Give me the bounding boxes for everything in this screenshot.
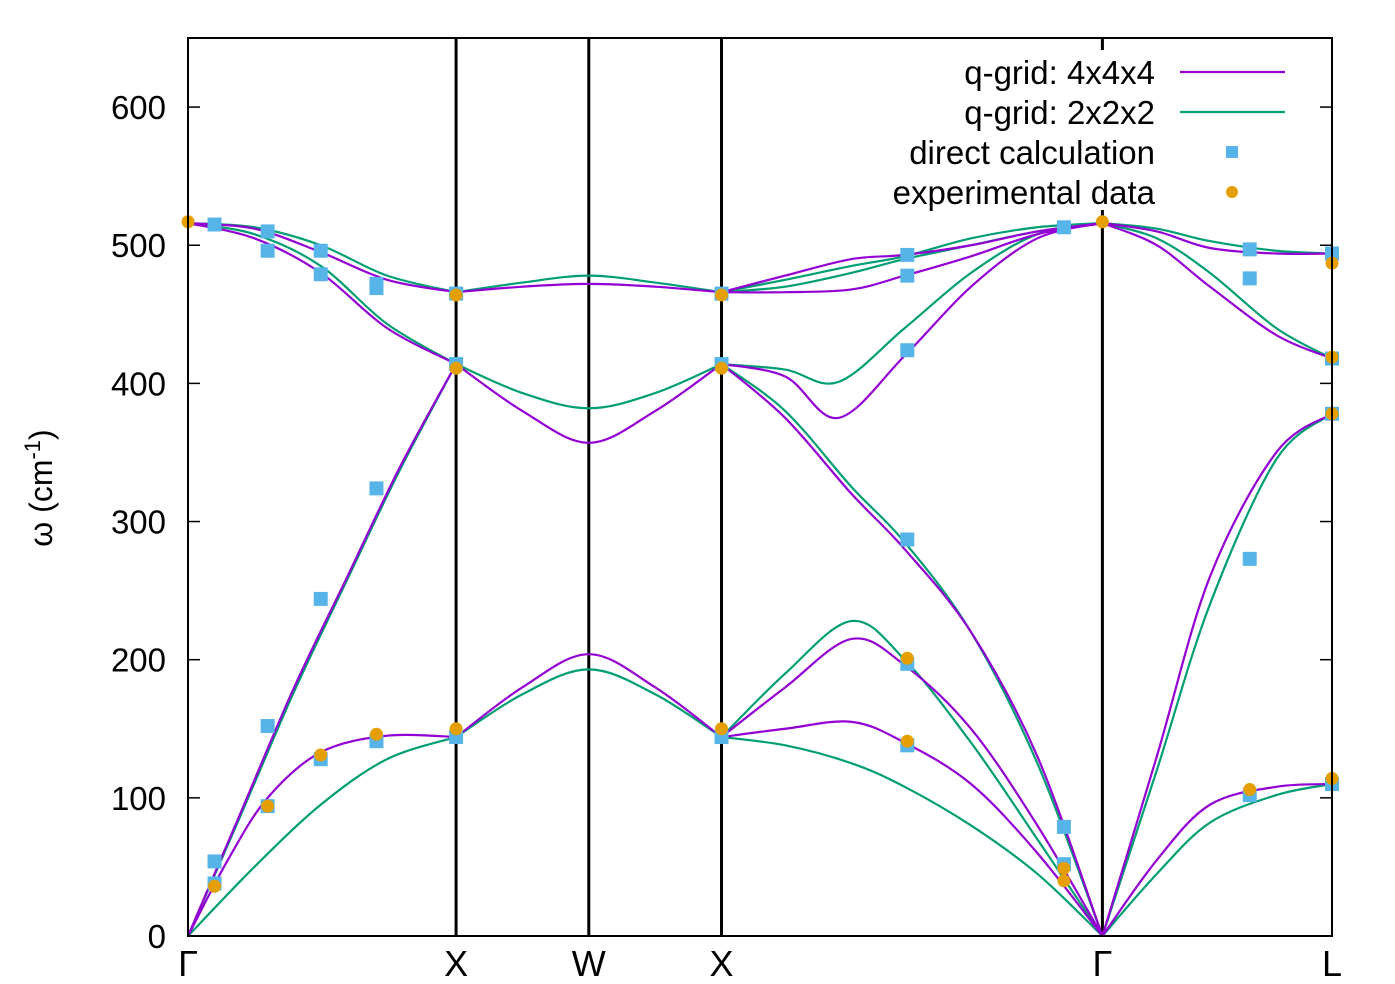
direct-calculation-point <box>313 267 328 282</box>
x-tick-label: L <box>1322 943 1342 984</box>
legend-label: q-grid: 2x2x2 <box>964 94 1155 131</box>
series-branch-q-grid-4x4x4 <box>188 363 458 936</box>
experimental-data-point <box>715 361 729 375</box>
series-branch-q-grid-2x2x2 <box>1101 412 1332 936</box>
series-branch-q-grid-2x2x2 <box>721 735 1104 936</box>
series-branch-q-grid-4x4x4 <box>720 363 1104 936</box>
experimental-data-point <box>900 651 914 665</box>
series-branch-q-grid-4x4x4 <box>1101 782 1332 936</box>
y-axis: 0 100 200 300 400 500 600 <box>111 89 1332 955</box>
x-tick-label: W <box>572 943 606 984</box>
series-branch-q-grid-4x4x4 <box>188 733 457 936</box>
y-tick-label: 100 <box>111 780 166 817</box>
legend-label: q-grid: 4x4x4 <box>964 54 1155 91</box>
series-branch-q-grid-2x2x2 <box>188 736 457 936</box>
experimental-data-point <box>449 288 463 302</box>
x-tick-label: Γ <box>1092 943 1112 984</box>
x-tick-label: X <box>444 943 468 984</box>
experimental-data-point <box>715 722 729 736</box>
direct-calculation-point <box>369 281 384 296</box>
direct-calculation-point <box>313 591 328 606</box>
series-branch-q-grid-2x2x2 <box>455 363 722 410</box>
series-branch-q-grid-2x2x2 <box>721 222 1103 385</box>
series-branch-q-grid-4x4x4 <box>721 720 1104 936</box>
experimental-data-point <box>1095 215 1109 229</box>
direct-calculation-point <box>1056 819 1071 834</box>
series-branch-q-grid-4x4x4 <box>455 363 723 444</box>
direct-calculation-point <box>260 243 275 258</box>
direct-calculation-point <box>1056 220 1071 235</box>
direct-calculation-point <box>900 268 915 283</box>
series-branch-q-grid-2x2x2 <box>720 363 1104 936</box>
experimental-data-point <box>369 727 383 741</box>
experimental-data-point <box>900 734 914 748</box>
direct-calculation-point <box>900 343 915 358</box>
y-axis-label-superscript: -1 <box>20 440 45 460</box>
experimental-data-point <box>208 879 222 893</box>
y-axis-label-main: ω (cm <box>23 460 59 547</box>
series-branch-q-grid-2x2x2 <box>455 274 722 294</box>
series-branch-q-grid-4x4x4 <box>1101 222 1332 360</box>
legend-circle-swatch <box>1226 186 1238 198</box>
experimental-data-point <box>449 722 463 736</box>
series-branch-q-grid-2x2x2 <box>1102 222 1332 360</box>
direct-calculation-point <box>900 532 915 547</box>
experimental-data-point <box>1243 783 1257 797</box>
legend-background <box>840 50 1300 210</box>
y-tick-label: 500 <box>111 227 166 264</box>
direct-calculation-point <box>260 719 275 734</box>
y-tick-label: 400 <box>111 365 166 402</box>
series-branch-q-grid-4x4x4 <box>455 282 722 294</box>
series-branch-q-grid-4x4x4 <box>1102 222 1332 256</box>
direct-calculation-point <box>900 247 915 262</box>
series-branch-q-grid-2x2x2 <box>1102 222 1332 255</box>
series-branch-q-grid-2x2x2 <box>188 222 457 365</box>
y-tick-label: 600 <box>111 89 166 126</box>
y-tick-label: 200 <box>111 642 166 679</box>
experimental-data-point <box>449 361 463 375</box>
data-markers <box>181 215 1339 893</box>
y-tick-label: 0 <box>148 918 166 955</box>
experimental-data-point <box>715 288 729 302</box>
y-tick-label: 300 <box>111 504 166 541</box>
series-branch-q-grid-4x4x4 <box>455 653 723 738</box>
experimental-data-point <box>314 748 328 762</box>
y-axis-label: ω (cm-1) <box>20 429 59 546</box>
direct-calculation-point <box>369 481 384 496</box>
dispersion-curves <box>188 222 1332 936</box>
legend-label: direct calculation <box>909 134 1155 171</box>
series-branch-q-grid-4x4x4 <box>1101 412 1332 936</box>
direct-calculation-point <box>1242 271 1257 286</box>
series-branch-q-grid-2x2x2 <box>188 363 458 936</box>
plot-frame <box>187 37 1333 937</box>
experimental-data-point <box>261 799 275 813</box>
direct-calculation-point <box>260 224 275 239</box>
series-branch-q-grid-4x4x4 <box>720 637 1104 936</box>
direct-calculation-point <box>1242 242 1257 257</box>
x-tick-label: Γ <box>178 943 198 984</box>
experimental-data-point <box>1057 874 1071 888</box>
x-tick-label: X <box>710 943 734 984</box>
series-branch-q-grid-2x2x2 <box>1101 782 1332 936</box>
legend-square-swatch <box>1226 146 1238 158</box>
experimental-data-point <box>1057 861 1071 875</box>
direct-calculation-point <box>313 243 328 258</box>
series-branch-q-grid-2x2x2 <box>455 668 723 738</box>
legend-label: experimental data <box>893 174 1156 211</box>
direct-calculation-point <box>207 854 222 869</box>
direct-calculation-point <box>1242 551 1257 566</box>
direct-calculation-point <box>207 217 222 232</box>
y-axis-label-close: ) <box>23 429 59 440</box>
